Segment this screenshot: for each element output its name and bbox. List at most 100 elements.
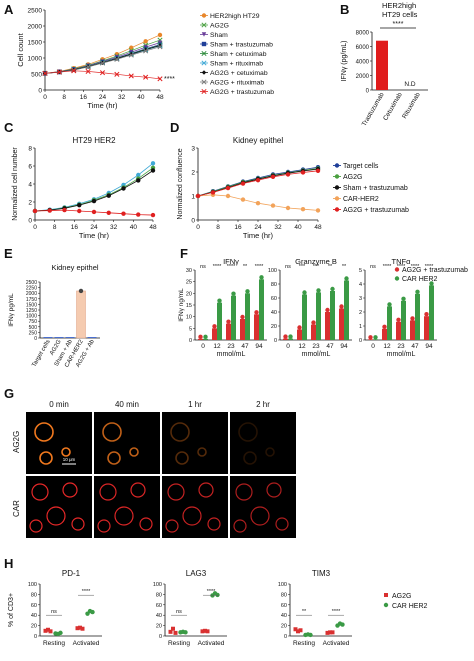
panel-a-point [157, 32, 163, 38]
panel-d-point [270, 203, 276, 208]
panel-g-image-tile [94, 476, 160, 538]
panel-d-legend-label: Sham + trastuzumab [343, 185, 408, 192]
panel-h-subtitle: LAG3 [186, 569, 207, 578]
panel-f-xtick-label: 0 [286, 343, 290, 350]
panel-f-bar [297, 329, 302, 340]
panel-g-cell [31, 483, 49, 501]
panel-h-ytick-label: 40 [31, 613, 37, 619]
panel-a-point [99, 60, 106, 66]
panel-h-xtick-label: Resting [43, 640, 65, 647]
panel-a-ytick-label: 1000 [28, 56, 43, 63]
panel-h-ytick-label: 40 [281, 613, 287, 619]
panel-h-point [168, 629, 173, 634]
panel-f-xtick-label: 47 [326, 343, 334, 350]
panel-d-point [210, 190, 216, 195]
panel-g-cell [130, 482, 146, 498]
panel-c-xtick-label: 16 [71, 224, 79, 231]
panel-a-point [129, 51, 134, 57]
panel-f-point [344, 276, 349, 281]
panel-b-title: HT29 cells [382, 10, 418, 19]
panel-a-legend-marker [201, 79, 207, 85]
panel-g-cell [233, 519, 247, 533]
panel-h-point [46, 627, 50, 632]
panel-f-bar [429, 285, 434, 340]
panel-a-legend-marker [201, 70, 207, 75]
panel-f-point [198, 334, 203, 340]
panel-a-ytick-label: 2500 [28, 8, 43, 15]
panel-d-legend-label: Target cells [343, 163, 379, 170]
panel-h-ytick-label: 20 [31, 624, 37, 630]
panel-h-ytick-label: 80 [156, 592, 162, 598]
panel-f-subtitle: TNFα [392, 257, 412, 266]
panel-f-significance: ** [342, 264, 347, 270]
panel-f-point [316, 288, 321, 293]
panel-c-point [77, 208, 82, 214]
panel-h-xtick-label: Resting [168, 640, 190, 647]
panel-g-cell [165, 519, 179, 533]
panel-letter-c: C [4, 120, 14, 135]
panel-h-point [200, 629, 205, 634]
panel-letter-h: H [4, 556, 13, 571]
panel-h-point [75, 626, 80, 631]
panel-f-xtick-label: 47 [411, 343, 419, 350]
panel-d-ytick-label: 2 [191, 170, 195, 177]
panel-g-time-label: 2 hr [256, 400, 270, 409]
panel-h-subtitle: TIM3 [312, 569, 331, 578]
panel-f-xlabel: mmol/mL [302, 351, 331, 358]
panel-f-significance: ns [200, 264, 206, 270]
panel-h-ytick-label: 80 [31, 592, 37, 598]
panel-a-point [56, 69, 62, 75]
panel-e-ytick-label: 2250 [26, 286, 37, 292]
panel-g-cell [62, 482, 78, 498]
panel-f-significance: *** [313, 264, 320, 270]
panel-c-point [150, 161, 156, 166]
panel-a-ytick-label: 2000 [28, 24, 43, 31]
panel-f-xtick-label: 23 [312, 343, 320, 350]
panel-a-point [157, 43, 163, 48]
panel-h-point [293, 627, 298, 632]
panel-f-xtick-label: 94 [255, 343, 263, 350]
panel-c-ytick-label: 6 [28, 164, 32, 171]
panel-f-significance: **** [411, 264, 420, 270]
panel-d-point [270, 174, 276, 179]
panel-h-point [308, 632, 313, 638]
panel-f-xtick-label: 47 [241, 343, 249, 350]
panel-f-bar [373, 339, 378, 340]
panel-c-point [47, 208, 52, 213]
panel-f-subtitle: Granzyme B [295, 257, 337, 266]
panel-h-ytick-label: 100 [28, 582, 37, 588]
panel-d-xtick-label: 0 [196, 224, 200, 231]
panel-f-bar [368, 339, 373, 340]
panel-d-title: Kidney epithel [233, 136, 283, 145]
panel-f-point [245, 289, 250, 294]
panel-f-point [297, 325, 302, 330]
panel-d-point [285, 205, 291, 211]
panel-f-significance: ns [370, 264, 376, 270]
panel-f-xtick-label: 12 [213, 343, 221, 350]
panel-d-point [285, 172, 291, 177]
panel-d-ytick-label: 1 [191, 194, 195, 201]
panel-g-cell [197, 447, 207, 457]
panel-a-legend-marker [201, 22, 207, 28]
panel-f-bar [283, 338, 288, 340]
panel-f-ytick-label: 5 [189, 326, 192, 332]
panel-f-point [325, 307, 330, 313]
panel-d-point [315, 208, 321, 213]
panel-c-title: HT29 HER2 [72, 136, 116, 145]
panel-f-significance: **** [213, 264, 222, 270]
panel-f-significance: **** [227, 264, 236, 270]
panel-c-xtick-label: 0 [33, 224, 37, 231]
panel-h-significance: ns [51, 609, 57, 615]
panel-e-ytick-label: 0 [34, 336, 37, 342]
panel-d-point [240, 181, 246, 186]
panel-d-point [300, 170, 306, 175]
panel-a-point [99, 70, 106, 76]
panel-g-cell [275, 517, 289, 531]
panel-f-point [302, 290, 307, 295]
panel-f-significance: *** [299, 264, 306, 270]
panel-h-ytick-label: 100 [278, 582, 287, 588]
panel-f-ytick-label: 30 [186, 268, 192, 274]
panel-h-point [298, 628, 303, 633]
panel-d-xtick-label: 48 [314, 224, 322, 231]
panel-c-point [106, 193, 111, 198]
